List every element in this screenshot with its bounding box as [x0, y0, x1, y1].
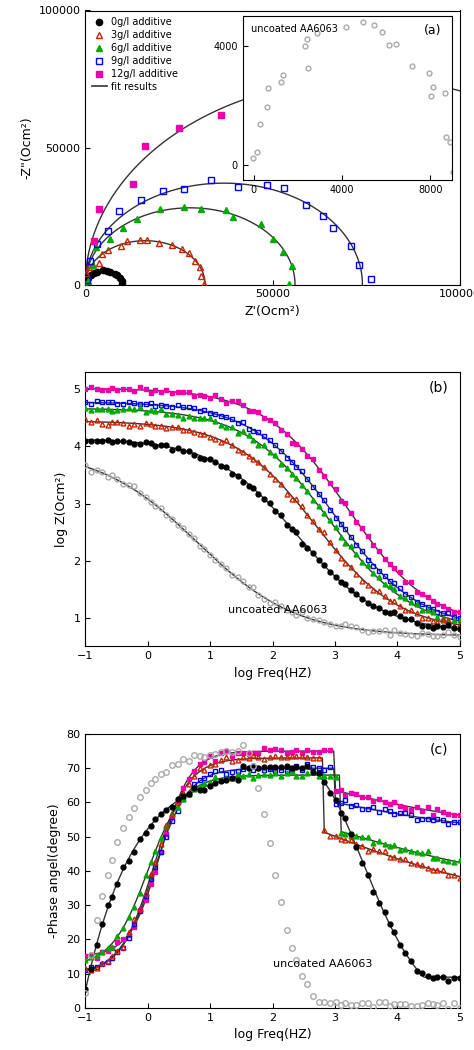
Y-axis label: log Z(Ocm²): log Z(Ocm²) [55, 471, 68, 547]
Y-axis label: -Phase angel(degree): -Phase angel(degree) [48, 803, 61, 939]
Text: uncoated AA6063: uncoated AA6063 [228, 606, 327, 615]
X-axis label: log Freq(HZ): log Freq(HZ) [234, 667, 311, 679]
X-axis label: Z'(Ocm²): Z'(Ocm²) [245, 304, 301, 318]
Text: uncoated AA6063: uncoated AA6063 [273, 959, 372, 969]
Text: (b): (b) [429, 380, 448, 395]
X-axis label: log Freq(HZ): log Freq(HZ) [234, 1028, 311, 1042]
Legend: 0g/l additive, 3g/l additive, 6g/l additive, 9g/l additive, 12g/l additive, fit : 0g/l additive, 3g/l additive, 6g/l addit… [90, 16, 180, 93]
Text: (c): (c) [430, 742, 448, 756]
Y-axis label: -Z"(Ocm²): -Z"(Ocm²) [20, 117, 33, 178]
